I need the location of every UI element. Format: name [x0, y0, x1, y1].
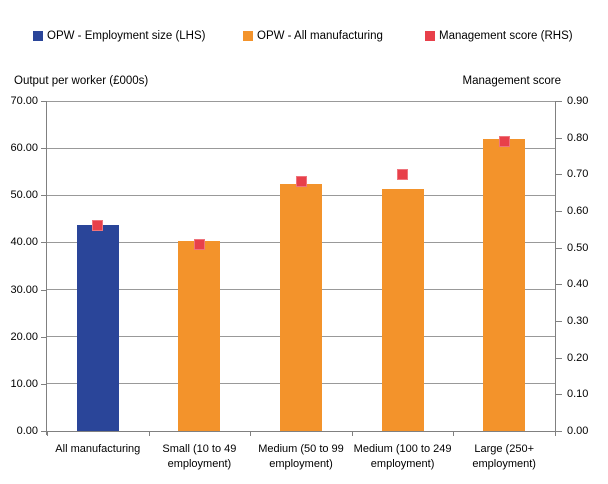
left-tick	[41, 289, 47, 291]
management-score-marker	[498, 135, 510, 147]
right-tick-label: 0.10	[567, 388, 589, 401]
category-label: Medium (100 to 249 employment)	[353, 443, 452, 470]
right-tick-label: 0.90	[567, 95, 589, 107]
right-tick	[556, 101, 562, 102]
legend-swatch-blue	[33, 31, 43, 41]
category-label: Small (10 to 49 employment)	[162, 443, 237, 470]
right-tick-label: 0.40	[567, 278, 589, 291]
left-tick-label: 70.00	[10, 95, 38, 107]
legend-label: OPW - Employment size (LHS)	[47, 30, 206, 42]
legend-label: OPW - All manufacturing	[257, 30, 383, 42]
category-tick	[555, 431, 556, 436]
right-tick	[556, 174, 562, 176]
bar-medium-100-to-249-employment-	[381, 189, 424, 431]
management-score-marker	[92, 220, 104, 232]
y-axis-right	[555, 101, 556, 435]
right-tick	[556, 357, 562, 359]
left-tick	[41, 383, 47, 385]
category-tick	[453, 431, 455, 436]
right-tick	[556, 211, 562, 212]
category-tick	[148, 431, 150, 436]
category-label: Medium (50 to 99 employment)	[258, 443, 344, 470]
category-tick	[47, 431, 48, 436]
left-tick-label: 40.00	[10, 236, 38, 249]
left-tick	[41, 101, 47, 102]
legend-swatch-red	[425, 31, 435, 41]
legend-item-opw-employment-size: OPW - Employment size (LHS)	[33, 29, 205, 43]
right-tick-label: 0.50	[567, 241, 589, 254]
right-tick-label: 0.70	[567, 168, 589, 181]
right-tick	[556, 431, 562, 432]
right-tick-label: 0.30	[567, 315, 589, 327]
left-tick-label: 50.00	[10, 189, 38, 202]
left-tick	[41, 195, 47, 197]
left-tick-label: 60.00	[10, 142, 38, 155]
right-tick-label: 0.00	[567, 425, 589, 437]
legend-swatch-orange	[243, 31, 253, 41]
legend-label: Management score (RHS)	[439, 30, 573, 42]
left-tick-label: 0.00	[16, 425, 38, 437]
category-tick	[351, 431, 353, 436]
left-tick	[41, 242, 47, 244]
left-tick	[41, 148, 47, 150]
left-tick-label: 30.00	[10, 283, 38, 296]
right-tick-label: 0.60	[567, 205, 589, 217]
y-axis-left	[46, 101, 47, 435]
bar-medium-50-to-99-employment-	[280, 183, 322, 431]
bar-large-250-employment-	[483, 139, 526, 431]
management-score-marker	[397, 168, 409, 180]
gridline	[47, 100, 555, 102]
gridline	[47, 147, 555, 149]
right-tick	[556, 284, 562, 286]
legend-item-management-score: Management score (RHS)	[425, 29, 573, 43]
bar-small-10-to-49-employment-	[178, 241, 221, 431]
left-tick-label: 20.00	[10, 330, 38, 343]
left-tick	[41, 336, 47, 338]
right-tick	[556, 394, 562, 396]
x-axis	[47, 431, 555, 432]
category-label: Large (250+ employment)	[472, 443, 536, 470]
left-tick	[41, 431, 47, 432]
left-axis-title: Output per worker (£000s)	[14, 75, 149, 87]
bar-all-manufacturing	[76, 224, 119, 431]
left-tick-label: 10.00	[10, 377, 38, 390]
right-axis-title: Management score	[462, 75, 561, 87]
legend-item-opw-all-manufacturing: OPW - All manufacturing	[243, 29, 383, 43]
category-tick	[250, 431, 252, 436]
right-tick-label: 0.80	[567, 131, 589, 144]
management-score-marker	[295, 176, 307, 188]
right-tick	[556, 321, 562, 322]
right-tick-label: 0.20	[567, 351, 589, 364]
right-tick	[556, 137, 562, 139]
management-score-marker	[193, 238, 205, 250]
right-tick	[556, 247, 562, 249]
category-label: All manufacturing	[55, 443, 141, 455]
